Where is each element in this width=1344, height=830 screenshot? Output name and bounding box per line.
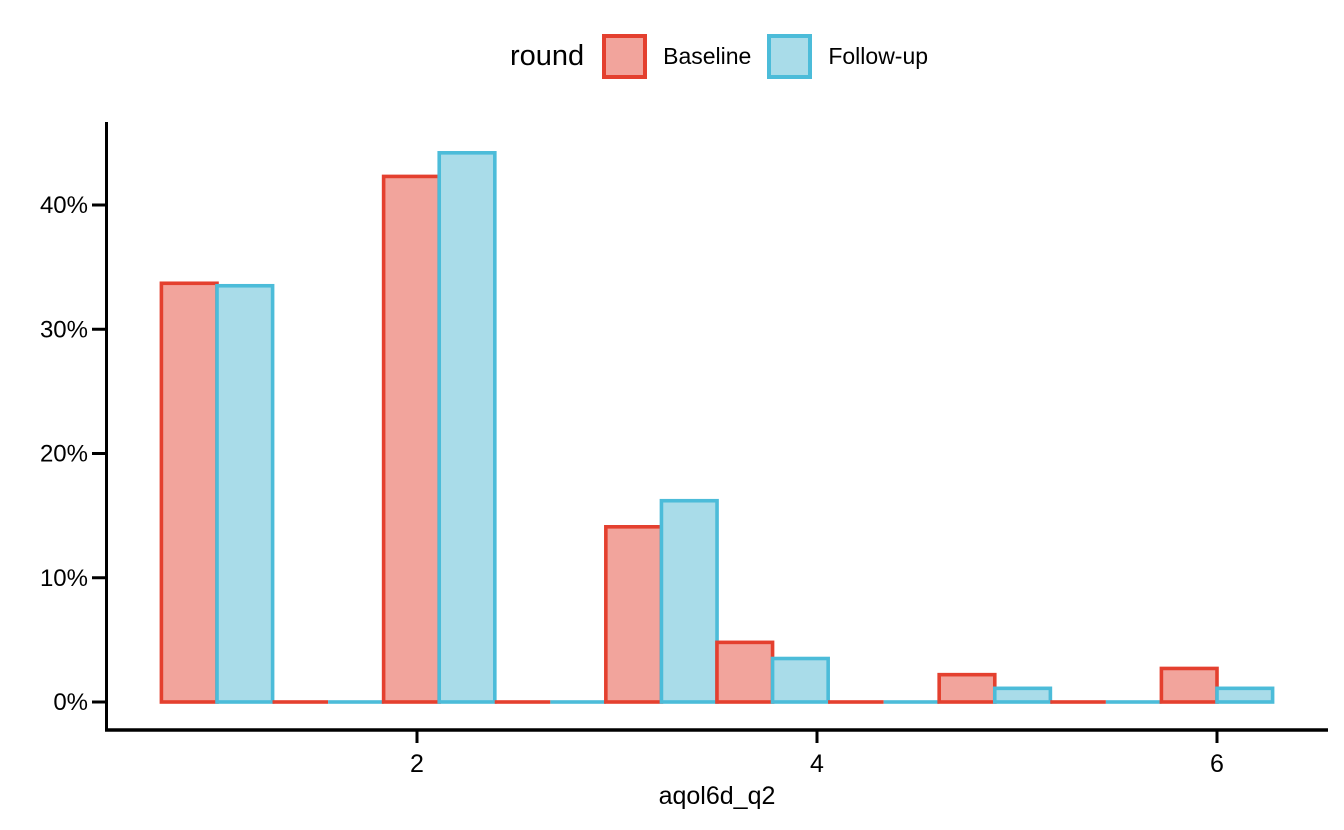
- bar-followup-bin10: [1215, 686, 1275, 704]
- x-tick-label: 6: [1210, 750, 1224, 778]
- legend-key-baseline-swatch: [602, 33, 648, 79]
- y-tick-label: 30%: [40, 316, 88, 343]
- bar-followup-bin5: [659, 498, 719, 704]
- legend-key-followup-swatch: [767, 33, 813, 79]
- legend-label-baseline: Baseline: [663, 42, 752, 69]
- bar-followup-bin6: [770, 656, 830, 704]
- bar-followup-bin4-zero: [550, 700, 606, 704]
- y-tick-label: 40%: [40, 192, 88, 219]
- bar-baseline-bin2-zero: [272, 700, 329, 704]
- bar-baseline-bin8: [937, 672, 997, 704]
- bar-followup-bin7-zero: [883, 700, 940, 704]
- bar-baseline-bin10: [1159, 666, 1219, 704]
- legend-label-followup: Follow-up: [828, 42, 929, 69]
- bar-baseline-bin5: [604, 525, 664, 704]
- bar-baseline-bin3: [381, 174, 442, 704]
- bar-followup-bin3: [437, 151, 497, 704]
- legend: round Baseline Follow-up: [108, 28, 1330, 84]
- y-tick-label: 20%: [40, 441, 88, 468]
- y-tick-label: 0%: [53, 689, 88, 716]
- x-tick-label: 4: [810, 750, 824, 778]
- bar-baseline-bin4-zero: [494, 700, 551, 704]
- x-tick-label: 2: [410, 750, 424, 778]
- bar-baseline-bin1: [159, 281, 219, 704]
- bar-followup-bin8: [992, 686, 1053, 704]
- legend-title: round: [509, 39, 585, 72]
- bar-baseline-bin9-zero: [1050, 700, 1106, 704]
- bar-baseline-bin7-zero: [828, 700, 884, 704]
- y-tick-label: 10%: [40, 565, 88, 592]
- bar-followup-bin2-zero: [328, 700, 384, 704]
- x-axis-title: aqol6d_q2: [659, 782, 776, 810]
- bar-baseline-bin6: [715, 640, 775, 704]
- bar-followup-bin1: [215, 283, 275, 704]
- bar-followup-bin9-zero: [1105, 700, 1162, 704]
